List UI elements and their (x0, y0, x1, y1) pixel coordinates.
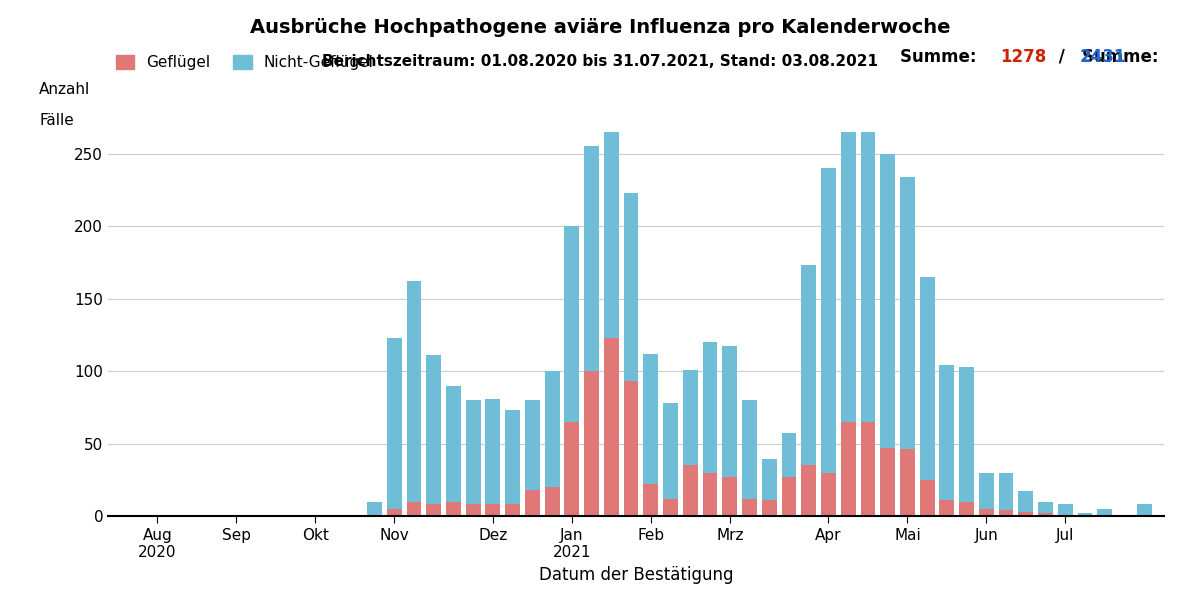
Bar (900, 177, 914, 449)
Bar (584, 371, 599, 516)
Bar (742, 499, 757, 516)
Bar (979, 509, 994, 516)
Bar (624, 193, 638, 381)
Bar (1038, 513, 1052, 516)
Bar (643, 484, 659, 516)
Bar (881, 448, 895, 516)
Bar (604, 113, 619, 338)
Bar (683, 370, 697, 465)
Text: 2431: 2431 (1080, 47, 1126, 65)
Text: Summe:: Summe: (900, 47, 983, 65)
Bar (1019, 512, 1033, 516)
Text: Ausbrüche Hochpathogene aviäre Influenza pro Kalenderwoche: Ausbrüche Hochpathogene aviäre Influenza… (250, 18, 950, 37)
Bar (881, 154, 895, 448)
Bar (781, 477, 797, 516)
Legend: Geflügel, Nicht-Geflügel: Geflügel, Nicht-Geflügel (115, 55, 373, 70)
Bar (762, 460, 776, 500)
Bar (624, 381, 638, 516)
Bar (841, 422, 856, 516)
Bar (446, 386, 461, 502)
Bar (407, 281, 421, 502)
Bar (524, 490, 540, 516)
Bar (722, 346, 737, 477)
Bar (703, 342, 718, 473)
Bar (407, 502, 421, 516)
Bar (959, 502, 974, 516)
Bar (505, 410, 520, 505)
Bar (386, 509, 402, 516)
Bar (664, 403, 678, 499)
Text: Berichtszeitraum: 01.08.2020 bis 31.07.2021, Stand: 03.08.2021: Berichtszeitraum: 01.08.2020 bis 31.07.2… (322, 54, 878, 69)
Bar (664, 499, 678, 516)
Bar (821, 168, 836, 473)
Bar (426, 355, 442, 505)
Bar (486, 505, 500, 516)
Bar (860, 81, 875, 422)
Bar (998, 473, 1014, 510)
Bar (486, 398, 500, 505)
Bar (802, 265, 816, 465)
Bar (781, 433, 797, 477)
Bar (762, 500, 776, 516)
Bar (308, 515, 323, 516)
Bar (1058, 505, 1073, 515)
Bar (742, 400, 757, 499)
Bar (940, 365, 954, 500)
Text: /: / (1054, 47, 1070, 65)
Text: 1278: 1278 (1001, 47, 1046, 65)
Bar (505, 505, 520, 516)
Text: Summe:: Summe: (1081, 47, 1164, 65)
Bar (367, 502, 382, 515)
Bar (940, 500, 954, 516)
Bar (604, 338, 619, 516)
Bar (1019, 491, 1033, 512)
Bar (564, 226, 580, 422)
Bar (386, 338, 402, 509)
Text: Fälle: Fälle (40, 113, 74, 128)
Bar (722, 477, 737, 516)
Bar (564, 422, 580, 516)
Bar (643, 354, 659, 484)
Bar (524, 400, 540, 490)
Bar (919, 277, 935, 480)
Bar (1078, 513, 1092, 516)
Bar (446, 502, 461, 516)
X-axis label: Datum der Bestätigung: Datum der Bestätigung (539, 566, 733, 584)
Bar (1058, 515, 1073, 516)
Bar (959, 367, 974, 502)
Text: Anzahl: Anzahl (40, 82, 91, 97)
Bar (426, 505, 442, 516)
Bar (919, 480, 935, 516)
Bar (584, 146, 599, 371)
Bar (979, 473, 994, 509)
Bar (683, 465, 697, 516)
Bar (998, 510, 1014, 516)
Bar (841, 59, 856, 422)
Bar (703, 473, 718, 516)
Bar (802, 465, 816, 516)
Bar (545, 371, 559, 487)
Bar (821, 473, 836, 516)
Bar (1038, 502, 1052, 513)
Bar (1097, 509, 1112, 516)
Bar (466, 505, 480, 516)
Bar (900, 449, 914, 516)
Bar (1136, 505, 1152, 516)
Bar (860, 422, 875, 516)
Text: Summe: 1278 / 2431: Summe: 1278 / 2431 (972, 47, 1164, 65)
Bar (466, 400, 480, 505)
Bar (367, 515, 382, 516)
Bar (545, 487, 559, 516)
